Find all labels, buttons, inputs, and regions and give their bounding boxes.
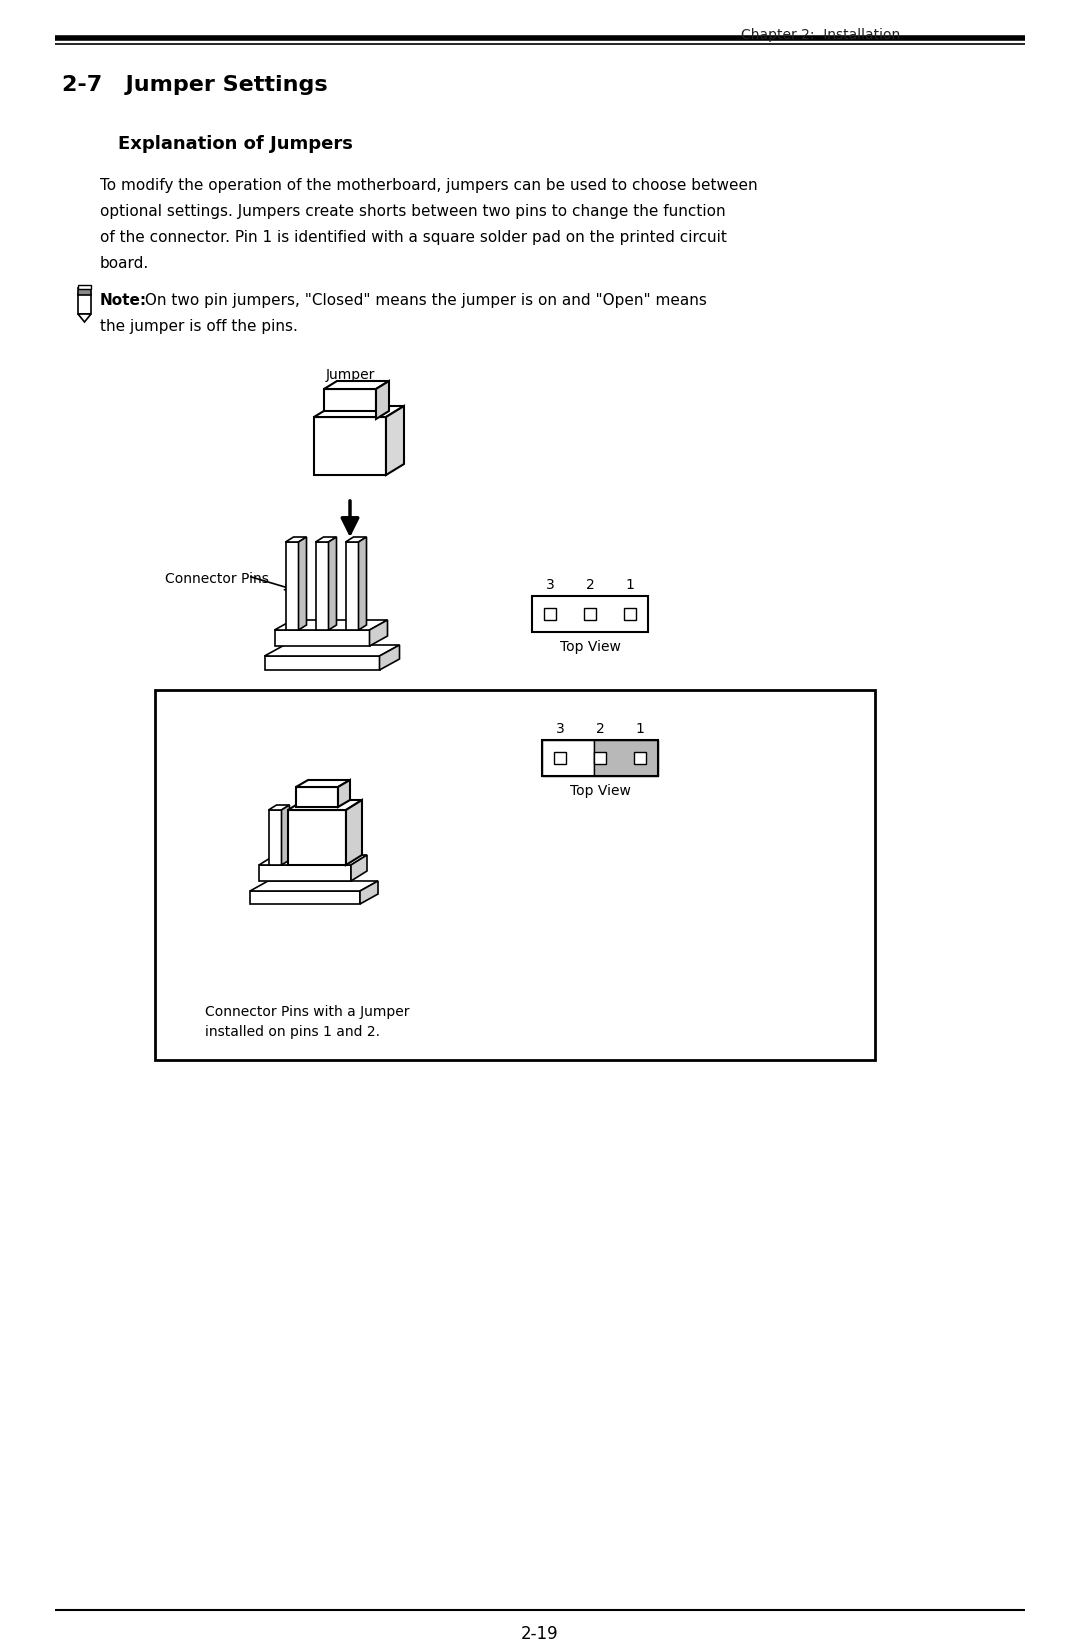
Polygon shape (314, 406, 404, 417)
Bar (156, 690, 875, 1059)
Bar (346, 541, 359, 630)
Bar (265, 657, 379, 670)
Text: Chapter 2:  Installation: Chapter 2: Installation (741, 28, 900, 41)
Polygon shape (338, 780, 350, 807)
Text: Top View: Top View (559, 640, 620, 653)
Polygon shape (282, 805, 289, 865)
Polygon shape (324, 381, 389, 389)
Polygon shape (386, 406, 404, 475)
Text: To modify the operation of the motherboard, jumpers can be used to choose betwee: To modify the operation of the motherboa… (100, 178, 758, 193)
Text: board.: board. (100, 256, 149, 271)
Bar (315, 541, 328, 630)
Polygon shape (78, 314, 91, 322)
Polygon shape (296, 780, 350, 787)
Bar (285, 541, 298, 630)
Polygon shape (259, 855, 367, 865)
Text: On two pin jumpers, "Closed" means the jumper is on and "Open" means: On two pin jumpers, "Closed" means the j… (140, 294, 707, 309)
Polygon shape (376, 381, 389, 419)
Text: 2: 2 (596, 723, 605, 736)
Text: 3: 3 (545, 578, 554, 592)
Bar (296, 787, 338, 807)
Text: Top View: Top View (569, 784, 631, 799)
Text: 2-7   Jumper Settings: 2-7 Jumper Settings (62, 74, 327, 96)
Polygon shape (315, 536, 337, 541)
Text: of the connector. Pin 1 is identified with a square solder pad on the printed ci: of the connector. Pin 1 is identified wi… (100, 229, 727, 244)
Bar (532, 596, 648, 632)
Text: Jumper: Jumper (325, 368, 375, 383)
Text: 2-19: 2-19 (522, 1625, 558, 1643)
Polygon shape (369, 620, 388, 647)
Bar (554, 752, 566, 764)
Text: Note:: Note: (100, 294, 147, 309)
Polygon shape (288, 800, 362, 810)
Polygon shape (298, 536, 307, 630)
Polygon shape (265, 645, 400, 657)
Text: 3: 3 (555, 723, 565, 736)
Bar (542, 739, 594, 776)
Bar (314, 417, 386, 475)
Text: the jumper is off the pins.: the jumper is off the pins. (100, 318, 298, 333)
Text: Connector Pins: Connector Pins (165, 573, 269, 586)
Text: Explanation of Jumpers: Explanation of Jumpers (118, 135, 353, 153)
Polygon shape (379, 645, 400, 670)
Bar (324, 389, 376, 411)
Text: optional settings. Jumpers create shorts between two pins to change the function: optional settings. Jumpers create shorts… (100, 205, 726, 219)
Polygon shape (346, 536, 366, 541)
Text: 1: 1 (625, 578, 634, 592)
Text: Connector Pins with a Jumper: Connector Pins with a Jumper (205, 1005, 409, 1020)
Text: installed on pins 1 and 2.: installed on pins 1 and 2. (205, 1025, 380, 1040)
Bar (542, 739, 658, 776)
Polygon shape (346, 800, 362, 865)
Bar (594, 739, 658, 776)
Polygon shape (360, 881, 378, 904)
Bar (594, 752, 606, 764)
Polygon shape (274, 620, 388, 630)
Polygon shape (359, 536, 366, 630)
Polygon shape (351, 855, 367, 881)
Bar (78, 289, 91, 295)
Bar (259, 865, 351, 881)
Bar (584, 607, 596, 620)
Text: 2: 2 (585, 578, 594, 592)
Bar (274, 630, 369, 647)
Polygon shape (285, 536, 307, 541)
Bar (269, 810, 282, 865)
Bar (249, 891, 360, 904)
Bar (634, 752, 646, 764)
Bar (624, 607, 636, 620)
Bar (78, 294, 91, 314)
Polygon shape (269, 805, 289, 810)
Polygon shape (249, 881, 378, 891)
Bar (288, 810, 346, 865)
Text: 1: 1 (635, 723, 645, 736)
Polygon shape (328, 536, 337, 630)
Bar (544, 607, 556, 620)
Bar (78, 285, 91, 289)
